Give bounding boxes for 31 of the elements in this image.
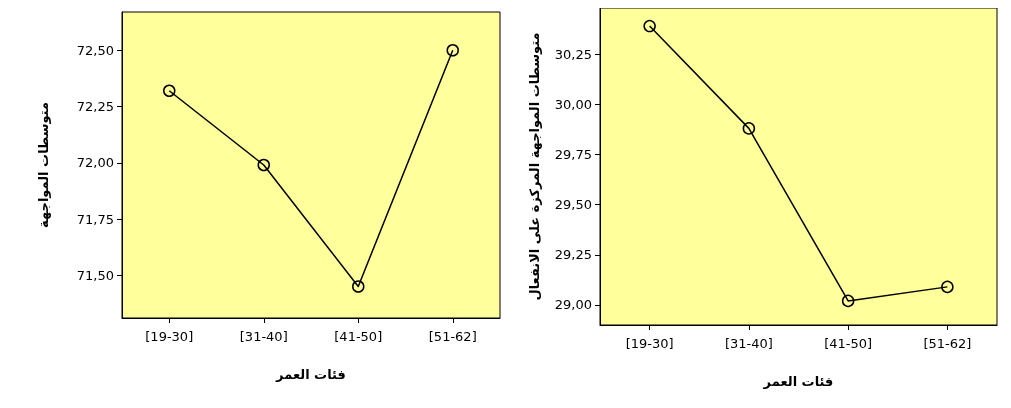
x-tick-label: [19-30] [625, 336, 674, 351]
point [257, 158, 270, 172]
y-tick-label: 72,00 [76, 155, 114, 171]
point [163, 84, 176, 97]
x-tick-label: [41-50] [824, 336, 873, 351]
y-tick-label: 30,00 [554, 96, 592, 112]
y-tick-label: 71,50 [76, 267, 114, 283]
y-tick-label: 30,25 [554, 46, 592, 62]
x-axis-title: فئات العمر [762, 374, 834, 389]
point [352, 280, 365, 293]
point [742, 122, 756, 135]
x-axis-title: فئات العمر [275, 367, 346, 382]
y-tick-label: 71,75 [76, 211, 114, 227]
y-tick-label: 29,25 [554, 247, 592, 263]
x-tick-label: [31-40] [239, 329, 288, 344]
x-tick-label: [41-50] [334, 329, 383, 344]
point [941, 280, 954, 294]
y-tick-label: 29,75 [554, 146, 592, 162]
y-axis-title: متوسطات المواجهة المركزة على الانفعال [527, 32, 543, 301]
y-tick-label: 72,25 [76, 99, 114, 114]
x-tick-label: [51-62] [923, 336, 972, 351]
y-tick-label: 72,50 [76, 42, 114, 58]
y-tick-label: 29,00 [554, 297, 592, 313]
x-tick-label: [19-30] [145, 329, 194, 344]
y-axis-title: متوسطات المواجهة [35, 102, 51, 228]
y-tick-label: 29,50 [554, 197, 592, 213]
point [841, 294, 855, 308]
point [643, 19, 656, 33]
x-tick-label: [31-40] [724, 336, 773, 351]
x-tick-label: [51-62] [428, 329, 477, 344]
point [446, 44, 459, 57]
